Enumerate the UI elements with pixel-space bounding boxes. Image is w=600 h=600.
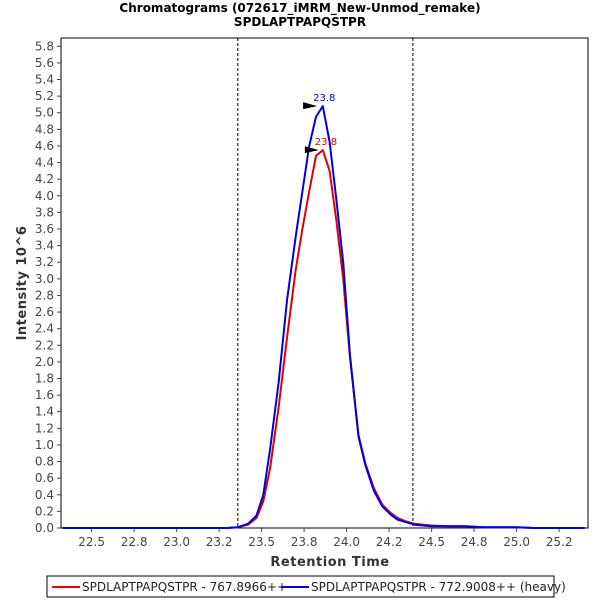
x-tick-label: 22.8 bbox=[121, 535, 148, 549]
y-tick-label: 2.8 bbox=[35, 288, 54, 302]
x-tick-label: 24.2 bbox=[376, 535, 403, 549]
y-tick-label: 5.4 bbox=[35, 73, 54, 87]
x-tick-label: 25.0 bbox=[503, 535, 530, 549]
y-tick-label: 4.0 bbox=[35, 189, 54, 203]
y-tick-label: 4.2 bbox=[35, 172, 54, 186]
y-tick-label: 0.8 bbox=[35, 455, 54, 469]
y-tick-label: 1.6 bbox=[35, 388, 54, 402]
x-tick-label: 24.5 bbox=[418, 535, 445, 549]
y-axis-title: Intensity 10^6 bbox=[15, 226, 30, 341]
legend-label-1: SPDLAPTPAPQSTPR - 767.8966++ bbox=[82, 580, 287, 594]
y-tick-label: 2.6 bbox=[35, 305, 54, 319]
y-tick-label: 5.6 bbox=[35, 56, 54, 70]
y-tick-label: 4.6 bbox=[35, 139, 54, 153]
y-tick-label: 1.8 bbox=[35, 372, 54, 386]
y-tick-label: 5.8 bbox=[35, 39, 54, 53]
y-tick-label: 5.2 bbox=[35, 89, 54, 103]
y-tick-label: 1.4 bbox=[35, 405, 54, 419]
y-tick-label: 0.2 bbox=[35, 504, 54, 518]
y-tick-label: 2.0 bbox=[35, 355, 54, 369]
y-tick-label: 3.2 bbox=[35, 255, 54, 269]
x-axis-title: Retention Time bbox=[270, 555, 389, 570]
series-lines bbox=[62, 105, 585, 529]
x-axis: 22.5 22.8 23.0 23.2 23.5 23.8 24.0 24.2 24.5 24.8… bbox=[78, 528, 572, 549]
series-line-2 bbox=[62, 105, 585, 529]
legend-label-2: SPDLAPTPAPQSTPR - 772.9008++ (heavy) bbox=[311, 580, 566, 594]
chart-subtitle: SPDLAPTPAPQSTPR bbox=[234, 15, 366, 29]
peak-arrow-2 bbox=[303, 102, 318, 110]
integration-boundaries bbox=[237, 38, 414, 528]
y-tick-label: 1.0 bbox=[35, 438, 54, 452]
peak-arrow-1 bbox=[304, 146, 319, 154]
peak-label-1: 23.8 bbox=[315, 137, 337, 148]
y-tick-label: 5.0 bbox=[35, 106, 54, 120]
x-tick-label: 23.5 bbox=[248, 535, 275, 549]
peak-markers: 23.8 23.8 bbox=[303, 93, 337, 154]
x-tick-label: 23.0 bbox=[163, 535, 190, 549]
y-tick-label: 0.4 bbox=[35, 488, 54, 502]
x-tick-label: 24.0 bbox=[333, 535, 360, 549]
y-tick-label: 3.4 bbox=[35, 239, 54, 253]
legend: SPDLAPTPAPQSTPR - 767.8966++ SPDLAPTPAPQS… bbox=[46, 575, 566, 598]
y-axis: 0.0 0.2 0.4 0.6 0.8 1.0 1.2 1.4 1.6 1.8 2.0 2.2 2.4 2… bbox=[35, 39, 61, 535]
y-tick-label: 0.0 bbox=[35, 521, 54, 535]
x-tick-label: 23.8 bbox=[291, 535, 318, 549]
y-tick-label: 4.4 bbox=[35, 156, 54, 170]
x-tick-label: 24.8 bbox=[461, 535, 488, 549]
y-tick-label: 3.8 bbox=[35, 205, 54, 219]
y-tick-label: 4.8 bbox=[35, 122, 54, 136]
chart-title: Chromatograms (072617_iMRM_New-Unmod_rem… bbox=[119, 1, 480, 16]
x-tick-label: 23.2 bbox=[206, 535, 233, 549]
peak-label-2: 23.8 bbox=[313, 93, 335, 104]
y-tick-label: 2.2 bbox=[35, 338, 54, 352]
x-tick-label: 22.5 bbox=[78, 535, 105, 549]
x-tick-label: 25.2 bbox=[546, 535, 573, 549]
y-tick-label: 2.4 bbox=[35, 322, 54, 336]
y-tick-label: 3.6 bbox=[35, 222, 54, 236]
y-tick-label: 1.2 bbox=[35, 421, 54, 435]
y-tick-label: 0.6 bbox=[35, 471, 54, 485]
y-tick-label: 3.0 bbox=[35, 272, 54, 286]
